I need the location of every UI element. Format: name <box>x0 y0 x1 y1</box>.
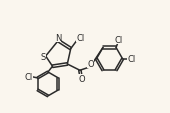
Text: Cl: Cl <box>76 34 84 43</box>
Text: O: O <box>87 60 94 69</box>
Text: Cl: Cl <box>25 72 33 81</box>
Text: Cl: Cl <box>127 55 135 64</box>
Text: N: N <box>55 34 61 42</box>
Text: O: O <box>78 75 85 84</box>
Text: S: S <box>40 52 46 61</box>
Text: Cl: Cl <box>114 36 123 45</box>
